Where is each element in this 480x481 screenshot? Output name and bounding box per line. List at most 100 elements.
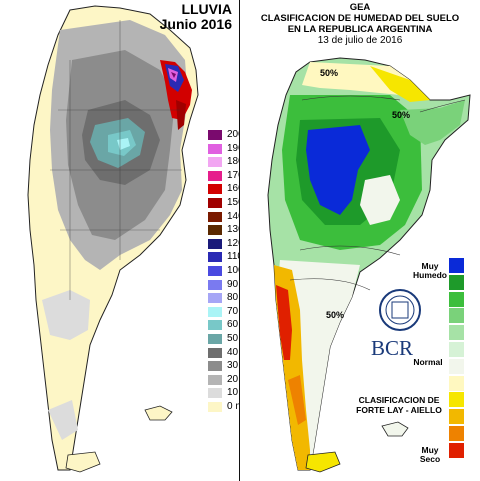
moisture-credit: CLASIFICACION DE FORTE LAY - AIELLO: [344, 395, 454, 415]
rain-legend-swatch: [208, 143, 222, 154]
rain-legend-label: 180 mm: [227, 156, 240, 168]
soil-moisture-panel: GEA CLASIFICACION DE HUMEDAD DEL SUELO E…: [240, 0, 480, 481]
rain-legend-row: 190 mm: [208, 142, 240, 155]
rain-legend-label: 170 mm: [227, 169, 240, 181]
rain-legend-label: 130 mm: [227, 224, 240, 236]
moisture-legend-swatch: [449, 274, 464, 290]
rain-legend-label: 70 mm: [227, 305, 240, 317]
moisture-legend-swatch: [449, 308, 464, 324]
rain-legend-row: 50 mm: [208, 333, 240, 345]
moisture-legend-swatch: [449, 258, 464, 273]
rain-legend-row: 100 mm: [208, 265, 240, 277]
contour-label-50-north: 50%: [320, 68, 339, 78]
rain-legend-label: 20 mm: [227, 373, 240, 385]
rain-legend-swatch: [208, 198, 222, 208]
rain-legend-label: 30 mm: [227, 360, 240, 372]
rain-legend-swatch: [208, 279, 222, 290]
malvinas-islands-moisture: [381, 421, 409, 437]
rain-legend-swatch: [208, 170, 222, 181]
rain-legend-row: 60 mm: [208, 319, 240, 331]
rain-legend-swatch: [208, 238, 222, 249]
rain-legend-swatch: [208, 347, 222, 358]
credit-line2: FORTE LAY - AIELLO: [356, 405, 442, 415]
moisture-legend-swatch: [449, 442, 464, 458]
tierra-del-fuego: [65, 451, 101, 473]
soil-moisture-map: [240, 0, 480, 481]
rain-legend-swatch: [208, 211, 222, 222]
moisture-title-line2: CLASIFICACION DE HUMEDAD DEL SUELO: [260, 13, 460, 24]
rain-legend-row: 130 mm: [208, 224, 240, 236]
legend-label-very-wet: Muy Humedo: [413, 261, 447, 280]
rain-legend-swatch: [208, 293, 222, 304]
rain-legend-swatch: [208, 374, 222, 385]
rain-legend-row: 10 mm: [208, 387, 240, 399]
rain-legend-row: 30 mm: [208, 360, 240, 372]
malvinas-islands: [144, 405, 173, 421]
bcr-brand: BCR: [371, 336, 414, 360]
rain-legend-label: 0 mm: [227, 401, 240, 412]
rain-legend-label: 190 mm: [227, 142, 240, 154]
rain-legend-swatch: [208, 388, 222, 399]
rain-legend-row: 80 mm: [208, 292, 240, 304]
contour-label-50-south: 50%: [326, 310, 345, 320]
moisture-title-line1: GEA: [349, 2, 371, 13]
rain-legend-swatch: [208, 252, 222, 263]
rain-legend-label: 120 mm: [227, 237, 240, 249]
rain-legend-swatch: [208, 130, 222, 140]
rain-legend-swatch: [208, 334, 222, 344]
rain-legend-swatch: [208, 320, 222, 331]
rain-legend-label: 160 mm: [227, 183, 240, 195]
moisture-legend-swatch: [449, 358, 464, 374]
rain-legend-row: 40 mm: [208, 346, 240, 359]
moisture-legend-swatch: [449, 392, 464, 408]
rain-legend-label: 200 mm: [227, 129, 240, 140]
rain-legend-swatch: [208, 361, 222, 372]
rainfall-title: LLUVIA Junio 2016: [160, 2, 232, 32]
rain-legend-label: 40 mm: [227, 346, 240, 358]
rain-legend-swatch: [208, 157, 222, 168]
moisture-legend-swatch: [449, 426, 464, 441]
moisture-legend-swatch: [449, 342, 464, 357]
rainfall-title-line2: Junio 2016: [159, 16, 232, 32]
rain-legend-row: 20 mm: [208, 373, 240, 386]
rain-legend-label: 140 mm: [227, 210, 240, 222]
credit-line1: CLASIFICACION DE: [358, 395, 440, 405]
rain-legend-label: 150 mm: [227, 197, 240, 208]
rainfall-map-panel: LLUVIA Junio 2016 200 mm 190 mm 180 mm170 …: [27, 1, 240, 473]
moisture-title: GEA CLASIFICACION DE HUMEDAD DEL SUELO E…: [240, 2, 480, 46]
rain-legend-row: 70 mm: [208, 305, 240, 318]
rain-legend-row: 150 mm: [208, 197, 240, 209]
moisture-legend-swatch: [449, 409, 464, 425]
contour-label-50-east: 50%: [392, 110, 411, 120]
rain-legend-swatch: [208, 402, 222, 412]
moisture-legend-swatch: [449, 325, 464, 341]
rain-legend-row: 0 mm: [208, 401, 240, 413]
rain-legend-label: 90 mm: [227, 278, 240, 290]
rain-legend-row: 90 mm: [208, 278, 240, 291]
rainfall-title-line1: LLUVIA: [181, 1, 232, 17]
rain-legend-row: 180 mm: [208, 156, 240, 168]
rain-legend-label: 80 mm: [227, 292, 240, 304]
rain-legend-swatch: [208, 184, 222, 195]
rain-legend-row: 110 mm: [208, 251, 240, 263]
moisture-date: 13 de julio de 2016: [317, 35, 403, 46]
rain-legend-swatch: [208, 225, 222, 236]
rain-legend-label: 110 mm: [227, 251, 240, 263]
moisture-title-line3: EN LA REPUBLICA ARGENTINA: [287, 24, 433, 35]
legend-label-very-dry: Muy Seco: [419, 445, 441, 464]
rain-legend-row: 140 mm: [208, 210, 240, 223]
rain-legend-label: 50 mm: [227, 333, 240, 344]
rain-legend-row: 120 mm: [208, 237, 240, 250]
moisture-legend-swatch: [449, 375, 464, 391]
rainfall-map: [27, 5, 199, 473]
rain-legend-label: 60 mm: [227, 319, 240, 331]
rain-legend-swatch: [208, 306, 222, 317]
tierra-del-fuego-moisture: [305, 451, 341, 473]
rain-legend-label: 100 mm: [227, 265, 240, 276]
legend-label-normal: Normal: [413, 357, 443, 367]
rain-legend-swatch: [208, 266, 222, 276]
rain-legend-row: 170 mm: [208, 169, 240, 182]
rain-legend-row: 200 mm: [208, 129, 240, 141]
moisture-legend-swatch: [449, 291, 464, 307]
